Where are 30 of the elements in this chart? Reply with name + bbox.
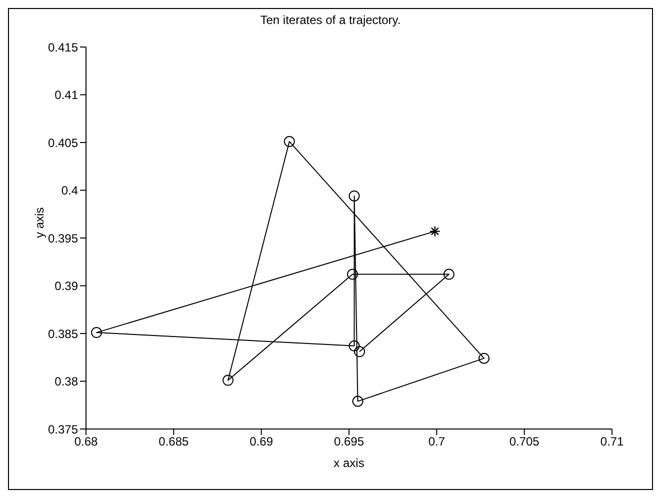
- y-tick-label: 0.385: [48, 326, 78, 341]
- point: [354, 346, 366, 358]
- y-tick-label: 0.41: [54, 88, 78, 102]
- point: [352, 396, 364, 407]
- point: [284, 136, 295, 148]
- point: [443, 268, 454, 280]
- point: [91, 327, 102, 338]
- point: [429, 226, 441, 237]
- point: [347, 268, 358, 280]
- x-tick-label: 0.695: [334, 434, 364, 449]
- point: [348, 190, 360, 202]
- x-tick-label: 0.68: [74, 434, 98, 449]
- x-tick-label: 0.71: [600, 434, 624, 449]
- y-axis-title: y axis: [32, 207, 46, 238]
- x-tick-label: 0.69: [250, 434, 274, 449]
- y-tick-label: 0.375: [48, 422, 78, 436]
- point: [478, 352, 490, 364]
- y-tick-label: 0.415: [48, 40, 78, 54]
- y-tick-label: 0.405: [48, 136, 78, 150]
- y-tick-label: 0.4: [61, 184, 78, 198]
- y-tick-label: 0.395: [48, 231, 78, 246]
- y-tick-label: 0.39: [54, 279, 78, 294]
- x-axis-title: x axis: [334, 456, 364, 470]
- x-tick-label: 0.685: [158, 434, 190, 449]
- point: [222, 374, 234, 386]
- x-tick-label: 0.705: [509, 434, 540, 449]
- x-tick-label: 0.7: [428, 434, 446, 449]
- y-tick-label: 0.38: [54, 374, 78, 389]
- chart-title: Ten iterates of a trajectory.: [259, 13, 402, 27]
- point: [348, 340, 360, 352]
